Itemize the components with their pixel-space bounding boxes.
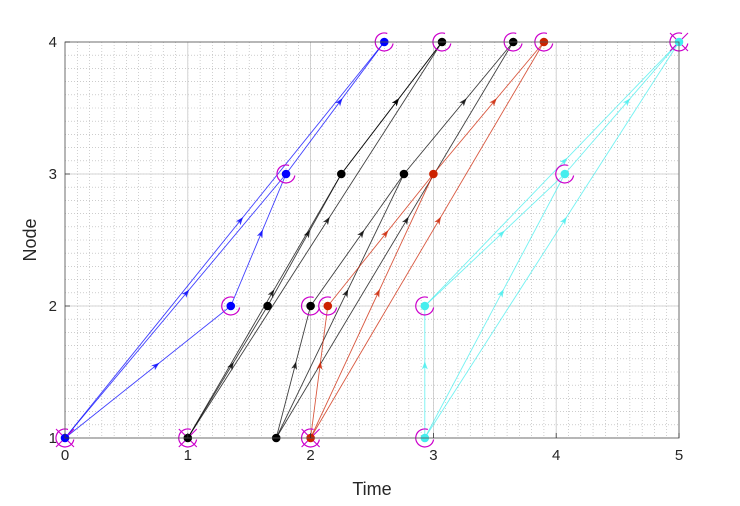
ring-marker: [503, 32, 523, 52]
series-blue-arrow: [151, 362, 160, 371]
series-blue-arrow: [181, 289, 190, 298]
series-red-arrow: [373, 289, 380, 298]
series-black-point: [306, 301, 315, 311]
series-cyan-arrow: [421, 361, 428, 370]
series-cyan-point: [420, 301, 430, 311]
series-blue-point: [281, 169, 291, 179]
series-black-arrow: [342, 289, 349, 298]
ring-marker: [276, 164, 296, 184]
series-red-point: [323, 301, 333, 311]
series-red-line: [310, 41, 545, 439]
series-blue-line: [64, 41, 385, 439]
series-cyan-line: [424, 41, 680, 307]
x-tick-label: 5: [675, 447, 683, 464]
x-tick-label: 0: [61, 447, 69, 464]
series-red-arrow: [434, 216, 441, 226]
series-black-arrow: [291, 361, 298, 371]
series-layer: [64, 41, 680, 439]
series-blue-arrow: [256, 229, 263, 239]
series-red-arrow: [489, 98, 497, 107]
ring-marker: [415, 296, 435, 316]
y-axis-label: Node: [20, 218, 40, 261]
series-cyan-arrow: [559, 216, 567, 226]
series-black-point: [263, 301, 272, 311]
series-black-arrow: [391, 98, 400, 107]
series-black-arrow: [322, 216, 330, 226]
plot-frame: [64, 41, 680, 439]
marker-layer: [55, 32, 689, 448]
series-black-arrow: [401, 216, 409, 226]
ring-marker: [555, 164, 575, 184]
series-cyan-line: [424, 173, 566, 439]
series-black-point: [337, 169, 346, 179]
series-black-arrow: [459, 98, 467, 107]
x-axis-label: Time: [352, 479, 391, 499]
series-cyan-arrow: [559, 157, 568, 166]
series-blue-point: [226, 301, 236, 311]
series-red-arrow: [316, 361, 323, 370]
series-black-line: [275, 41, 514, 439]
ring-marker: [318, 296, 338, 316]
series-cyan-arrow: [497, 289, 504, 298]
y-tick-label: 4: [49, 34, 57, 51]
series-black-arrow: [357, 230, 365, 239]
y-tick-label: 3: [49, 166, 57, 183]
series-red-arrow: [381, 230, 389, 239]
series-red-point: [429, 169, 438, 179]
x-tick-label: 2: [306, 447, 314, 464]
ring-marker: [221, 296, 241, 316]
ring-marker: [534, 32, 554, 52]
series-blue-arrow: [235, 217, 244, 226]
ring-marker: [415, 428, 435, 448]
series-cyan-arrow: [622, 98, 631, 107]
series-black-point: [399, 169, 409, 179]
y-tick-label: 2: [49, 298, 57, 315]
series-red-line: [310, 173, 434, 439]
ring-marker: [374, 32, 394, 52]
ring-marker: [432, 32, 452, 52]
series-black-line: [275, 41, 514, 439]
series-red-line: [310, 41, 545, 439]
x-tick-label: 4: [552, 447, 560, 464]
series-black-line: [187, 41, 443, 439]
y-tick-label: 1: [49, 430, 57, 447]
x-tick-label: 3: [429, 447, 437, 464]
series-cyan-arrow: [496, 230, 505, 239]
series-cyan-line: [424, 41, 680, 439]
series-black-line: [275, 173, 405, 439]
ring-marker: [300, 296, 320, 316]
series-cyan-point: [560, 169, 570, 179]
x-tick-label: 1: [184, 447, 192, 464]
series-black-arrow: [267, 289, 275, 298]
series-cyan-line: [424, 41, 680, 438]
axes-layer: [64, 41, 680, 439]
series-blue-arrow: [335, 98, 343, 107]
